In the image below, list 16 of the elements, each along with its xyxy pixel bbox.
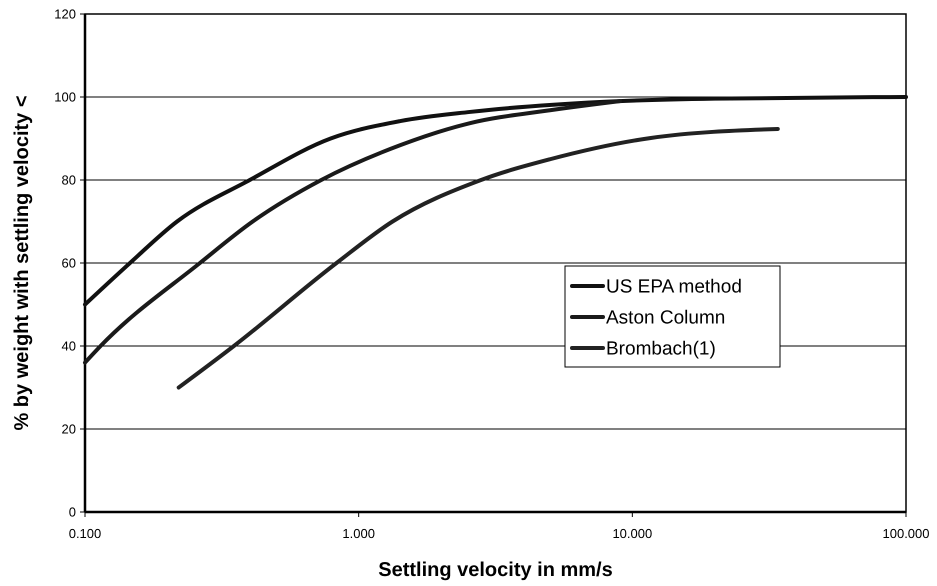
- y-tick-label: 20: [62, 422, 76, 437]
- x-tick-label: 100.000: [882, 526, 930, 541]
- y-tick-label: 120: [54, 6, 76, 22]
- y-axis-title: % by weight with settling velocity <: [11, 95, 33, 431]
- y-tick-label: 80: [62, 172, 76, 188]
- legend-label: US EPA method: [606, 276, 742, 298]
- y-tick-label: 0: [68, 504, 76, 520]
- x-tick-label: 0.100: [68, 526, 102, 541]
- y-tick-label: 60: [62, 256, 76, 271]
- x-tick-label: 1.000: [342, 526, 375, 541]
- y-tick-label: 40: [62, 338, 76, 354]
- legend-label: Aston Column: [606, 308, 726, 329]
- legend-label: Brombach(1): [606, 338, 716, 360]
- x-tick-label: 10.000: [612, 526, 652, 541]
- y-tick-label: 100: [54, 90, 76, 105]
- x-axis-title: Settling velocity in mm/s: [378, 559, 613, 581]
